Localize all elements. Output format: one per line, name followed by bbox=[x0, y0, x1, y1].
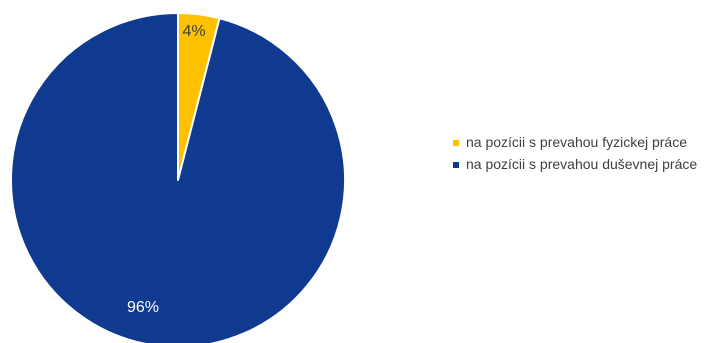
pie-slice-1 bbox=[10, 12, 346, 343]
legend-label-mental: na pozícii s prevahou duševnej práce bbox=[466, 156, 698, 172]
pie-data-label-0: 4% bbox=[182, 23, 205, 40]
legend-swatch-mental bbox=[453, 162, 459, 168]
pie-data-label-1: 96% bbox=[127, 299, 159, 316]
legend-label-physical: na pozícii s prevahou fyzickej práce bbox=[466, 134, 687, 150]
chart-legend: na pozícii s prevahou fyzickej práce na … bbox=[453, 134, 698, 178]
legend-swatch-physical bbox=[453, 140, 459, 146]
legend-item-mental: na pozícii s prevahou duševnej práce bbox=[453, 156, 698, 173]
legend-item-physical: na pozícii s prevahou fyzickej práce bbox=[453, 134, 698, 151]
